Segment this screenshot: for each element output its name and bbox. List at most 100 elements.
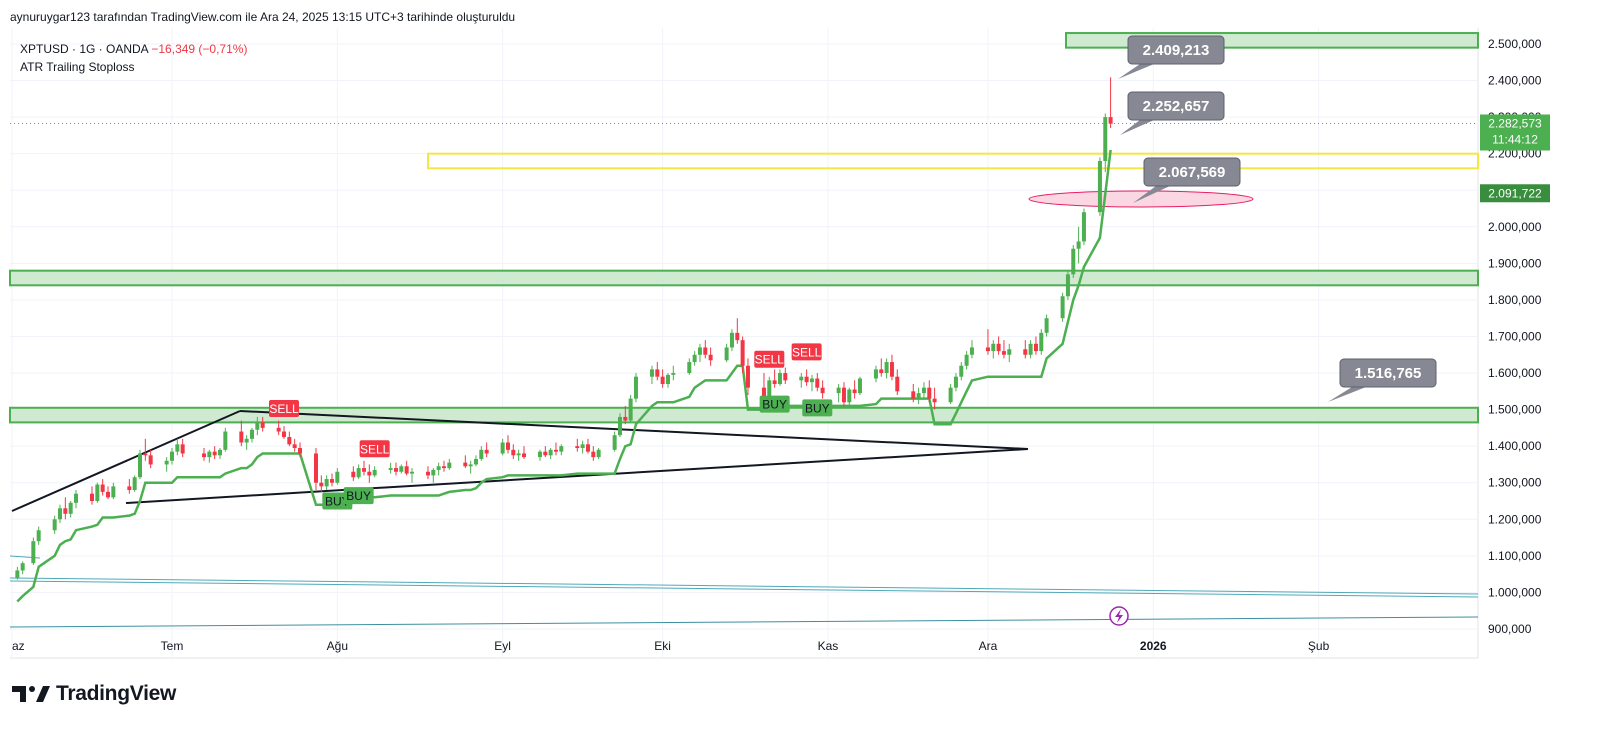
candle-body	[783, 373, 788, 381]
candle-body	[1071, 248, 1076, 275]
time-tick-label: Tem	[161, 639, 184, 653]
buy-signal-badge[interactable]	[343, 487, 374, 505]
buy-signal-badge[interactable]	[759, 395, 790, 413]
candle-body	[804, 376, 809, 383]
candle-body	[329, 479, 334, 483]
candles	[15, 77, 1113, 580]
price-callout-box[interactable]	[1127, 91, 1225, 121]
sell-signal-badge[interactable]	[268, 400, 299, 418]
candle-body	[1039, 332, 1044, 352]
tradingview-logo[interactable]: TradingView	[12, 682, 176, 706]
atr-value-badge	[1480, 184, 1550, 203]
time-tick-label: Eki	[654, 639, 671, 653]
candle-body	[985, 347, 990, 352]
sell-signal-badge[interactable]	[791, 343, 822, 361]
candle-body	[969, 347, 974, 355]
candle-body	[921, 387, 926, 394]
candle-body	[585, 444, 590, 452]
candle-body	[820, 387, 825, 394]
candle-body	[468, 464, 473, 467]
sell-signal-badge[interactable]	[754, 350, 785, 368]
candle-body	[20, 563, 25, 571]
price-callout-box[interactable]	[1127, 35, 1225, 65]
candle-body	[724, 347, 729, 361]
candle-body	[591, 451, 596, 458]
atr-trailing-stop-line[interactable]	[16, 149, 1112, 603]
candle-body	[463, 462, 468, 467]
candle-body	[815, 378, 820, 388]
candle-body	[735, 332, 740, 341]
candle-body	[633, 376, 638, 399]
buy-signal-badge[interactable]	[802, 399, 833, 417]
candle-body	[436, 466, 441, 470]
candle-body	[52, 519, 57, 531]
time-tick-label: Kas	[818, 639, 839, 653]
candle-body	[244, 438, 249, 443]
candle-body	[809, 378, 814, 383]
triangle-upper-left-line[interactable]	[11, 410, 241, 512]
price-tick-label: 2.500,000	[1488, 37, 1542, 51]
candle-body	[665, 374, 670, 385]
candle-body	[260, 422, 265, 428]
channel-line-lower[interactable]	[9, 580, 1479, 598]
candle-body	[553, 449, 558, 452]
symbol-label[interactable]: XPTUSD · 1G · OANDA	[20, 42, 149, 56]
candle-body	[559, 446, 564, 452]
candle-body	[799, 376, 804, 381]
candle-body	[911, 391, 916, 399]
support-zone[interactable]	[9, 406, 1479, 424]
support-resistance-zones	[9, 32, 1479, 424]
support-zone[interactable]	[9, 269, 1479, 287]
candle-body	[852, 389, 857, 394]
indicator-label[interactable]: ATR Trailing Stoploss	[20, 60, 135, 74]
candle-body	[596, 449, 601, 458]
price-callout-box[interactable]	[1339, 358, 1437, 388]
atr-value-label: 2.091,722	[1488, 186, 1542, 200]
price-tick-label: 1.100,000	[1488, 549, 1542, 563]
candle-body	[500, 442, 505, 454]
sell-signal-badge[interactable]	[359, 440, 390, 458]
chart-legend: XPTUSD · 1G · OANDA −16,349 (−0,71%) ATR…	[20, 40, 247, 76]
candle-body	[148, 455, 153, 465]
candle-body	[836, 387, 841, 394]
atr-trailing-line	[16, 149, 1112, 603]
buy-signal-label: BUY	[325, 495, 350, 509]
candle-body	[1065, 274, 1070, 297]
candle-body	[313, 453, 318, 483]
candle-body	[58, 508, 63, 520]
candle-body	[729, 332, 734, 348]
triangle-lower-line[interactable]	[125, 448, 1029, 504]
candle-body	[505, 442, 510, 450]
candle-body	[393, 468, 398, 472]
candle-body	[617, 416, 622, 436]
candle-body	[697, 347, 702, 355]
candle-body	[239, 431, 244, 443]
tradingview-logo-text: TradingView	[56, 682, 177, 705]
resistance-zone-yellow[interactable]	[427, 152, 1479, 170]
channel-line-bottom[interactable]	[9, 616, 1479, 628]
channel-line-upper[interactable]	[9, 577, 1479, 595]
candle-body	[511, 449, 516, 456]
candle-body	[100, 484, 105, 492]
sell-signal-label: SELL	[792, 345, 822, 359]
candle-body	[217, 449, 222, 456]
lightning-bolt-icon	[1115, 609, 1123, 623]
time-tick-label: az	[12, 639, 25, 653]
candle-body	[916, 393, 921, 399]
price-tick-label: 1.700,000	[1488, 329, 1542, 343]
time-axis: az Tem Ağu Eyl Eki Kas Ara 2026 Şub	[12, 606, 1330, 653]
callout-pointer	[1118, 64, 1154, 79]
candle-body	[201, 453, 206, 458]
candle-body	[708, 354, 713, 361]
candle-body	[772, 380, 777, 385]
candle-body	[996, 343, 1001, 352]
tradingview-logo-icon	[12, 686, 50, 702]
candle-body	[127, 486, 132, 491]
price-callout-box[interactable]	[1143, 157, 1241, 187]
candle-body	[777, 373, 782, 385]
buy-signal-label: BUY	[762, 398, 787, 412]
candle-body	[927, 387, 932, 399]
candle-body	[687, 362, 692, 374]
